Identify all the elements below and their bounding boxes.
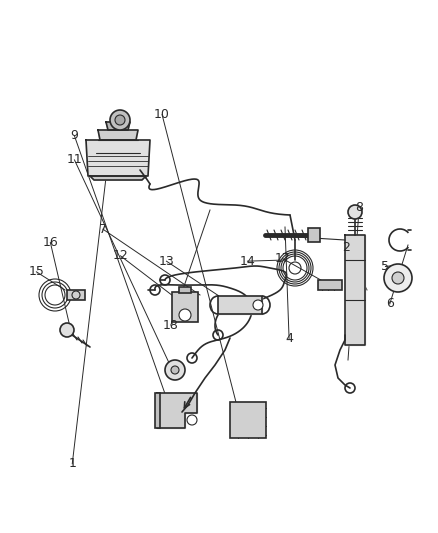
Text: 18: 18 — [163, 319, 179, 332]
Polygon shape — [98, 130, 138, 140]
Text: 16: 16 — [42, 236, 58, 249]
Text: 14: 14 — [240, 255, 255, 268]
Circle shape — [171, 366, 179, 374]
Bar — [318, 280, 342, 290]
Bar — [308, 228, 320, 242]
Bar — [67, 290, 85, 300]
Polygon shape — [218, 296, 262, 314]
Text: 10: 10 — [154, 108, 170, 121]
Text: 4: 4 — [285, 332, 293, 345]
Circle shape — [253, 300, 263, 310]
Circle shape — [60, 323, 74, 337]
Circle shape — [348, 205, 362, 219]
Circle shape — [165, 360, 185, 380]
Text: 17: 17 — [275, 252, 290, 265]
Circle shape — [187, 415, 197, 425]
Text: 11: 11 — [67, 154, 82, 166]
Circle shape — [110, 110, 130, 130]
Text: 5: 5 — [381, 260, 389, 273]
Bar — [179, 287, 191, 293]
Text: 12: 12 — [113, 249, 128, 262]
Text: 13: 13 — [159, 255, 174, 268]
Bar — [172, 292, 198, 322]
Text: 6: 6 — [386, 297, 394, 310]
Text: 1: 1 — [68, 457, 76, 470]
Polygon shape — [106, 122, 130, 130]
Circle shape — [115, 115, 125, 125]
Bar — [155, 393, 160, 428]
Circle shape — [392, 272, 404, 284]
Text: 9: 9 — [71, 130, 78, 142]
Polygon shape — [90, 176, 146, 180]
Text: 15: 15 — [28, 265, 44, 278]
Polygon shape — [86, 140, 150, 176]
Text: 7: 7 — [99, 223, 107, 236]
Text: 8: 8 — [355, 201, 363, 214]
Bar — [230, 402, 266, 438]
Circle shape — [384, 264, 412, 292]
Polygon shape — [345, 235, 365, 345]
Text: 2: 2 — [342, 241, 350, 254]
Polygon shape — [157, 393, 197, 428]
Circle shape — [179, 309, 191, 321]
